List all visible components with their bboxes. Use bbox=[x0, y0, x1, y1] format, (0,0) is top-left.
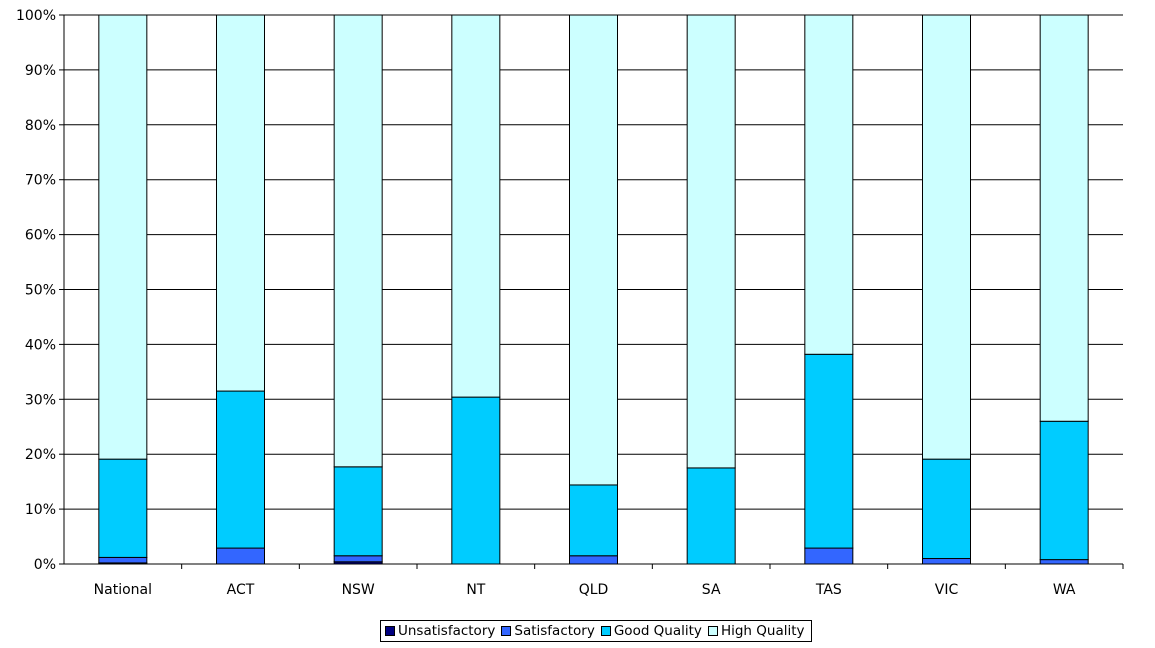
bar-segment bbox=[98, 14, 148, 460]
x-tick-label: TAS bbox=[815, 582, 842, 598]
legend-label: Unsatisfactory bbox=[398, 623, 496, 639]
y-tick-label: 0% bbox=[34, 557, 56, 573]
legend-item: Good Quality bbox=[600, 623, 702, 639]
x-tick-label: VIC bbox=[935, 582, 959, 598]
bar-segment bbox=[1039, 559, 1089, 565]
x-tick-label: SA bbox=[702, 582, 721, 598]
bar-segment bbox=[569, 484, 618, 557]
y-tick-label: 100% bbox=[16, 8, 56, 24]
bar-segment bbox=[333, 555, 383, 563]
bar-segment bbox=[216, 390, 265, 549]
y-tick-label: 80% bbox=[25, 118, 56, 134]
bar-segment bbox=[569, 14, 618, 486]
chart-legend: Unsatisfactory Satisfactory Good Quality Hi… bbox=[380, 620, 812, 642]
bar-segment bbox=[804, 353, 854, 549]
legend-item: Satisfactory bbox=[501, 623, 595, 639]
legend-swatch bbox=[501, 626, 512, 636]
bar-segment bbox=[922, 458, 971, 560]
legend-label: Satisfactory bbox=[514, 623, 595, 639]
legend-label: High Quality bbox=[720, 623, 805, 639]
x-tick-label: WA bbox=[1053, 582, 1076, 598]
y-tick-label: 90% bbox=[25, 63, 56, 79]
legend-swatch bbox=[707, 626, 718, 636]
bar-segment bbox=[922, 558, 971, 565]
x-tick-label: NT bbox=[466, 582, 485, 598]
bar-segment bbox=[98, 556, 148, 564]
bar-segment bbox=[1039, 420, 1089, 561]
bar-segment bbox=[333, 466, 383, 557]
bar-segment bbox=[1039, 14, 1089, 422]
y-tick-label: 70% bbox=[25, 173, 56, 189]
bar-segment bbox=[686, 467, 736, 565]
y-tick-label: 60% bbox=[25, 228, 56, 244]
legend-swatch bbox=[600, 626, 611, 636]
bar-segment bbox=[569, 555, 618, 565]
y-tick-label: 20% bbox=[25, 447, 56, 463]
x-tick-label: National bbox=[94, 582, 152, 598]
legend-swatch bbox=[385, 626, 395, 636]
bar-segment bbox=[804, 14, 854, 355]
y-tick-label: 30% bbox=[25, 392, 56, 408]
legend-item: High Quality bbox=[707, 623, 805, 639]
bar-segment bbox=[216, 547, 265, 565]
bar-segment bbox=[333, 14, 383, 468]
legend-item: Unsatisfactory bbox=[385, 623, 495, 639]
bar-segment bbox=[216, 14, 265, 392]
y-tick-label: 40% bbox=[25, 337, 56, 353]
bar-segment bbox=[451, 14, 501, 398]
y-tick-label: 10% bbox=[25, 502, 56, 518]
bar-segment bbox=[686, 14, 736, 469]
x-tick-label: QLD bbox=[579, 582, 609, 598]
y-tick-label: 50% bbox=[25, 283, 56, 299]
bar-segment bbox=[98, 458, 148, 558]
x-tick-label: ACT bbox=[227, 582, 255, 598]
legend-label: Good Quality bbox=[613, 623, 702, 639]
bar-segment bbox=[804, 547, 854, 565]
bar-segment bbox=[451, 396, 501, 565]
x-tick-label: NSW bbox=[342, 582, 375, 598]
bar-segment bbox=[922, 14, 971, 460]
